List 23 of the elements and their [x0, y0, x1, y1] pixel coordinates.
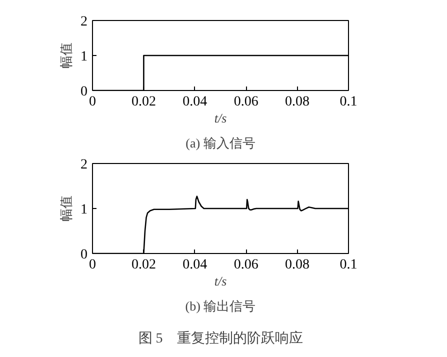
x-tick-label: 0.1	[340, 258, 358, 272]
x-axis-title: t/s	[214, 110, 227, 126]
y-tick-label: 1	[80, 202, 88, 218]
x-axis-title: t/s	[214, 274, 227, 288]
y-tick-label: 1	[80, 50, 88, 64]
x-tick-label: 0.08	[285, 94, 310, 110]
y-tick-label: 0	[80, 84, 88, 100]
x-tick-label: 0.06	[234, 258, 258, 272]
x-tick-label: 0.04	[182, 94, 208, 110]
y-tick-label: 2	[80, 158, 88, 172]
caption: 图 5 重复控制的阶跃响应	[138, 330, 303, 346]
x-tick-label: 0.06	[234, 94, 258, 110]
y-tick-label: 2	[80, 14, 88, 30]
text: (a) 输入信号	[186, 136, 256, 150]
y-axis-title: 幅值	[58, 42, 74, 68]
x-tick-label: 0.02	[131, 94, 156, 110]
x-tick-label: 0.04	[182, 258, 208, 272]
x-tick-label: 0.1	[340, 94, 358, 110]
y-axis-title: 幅值	[58, 196, 74, 222]
text: (b) 输出信号	[185, 298, 256, 314]
y-tick-label: 0	[80, 248, 88, 262]
x-tick-label: 0.08	[285, 258, 310, 272]
x-tick-label: 0.02	[131, 258, 156, 272]
